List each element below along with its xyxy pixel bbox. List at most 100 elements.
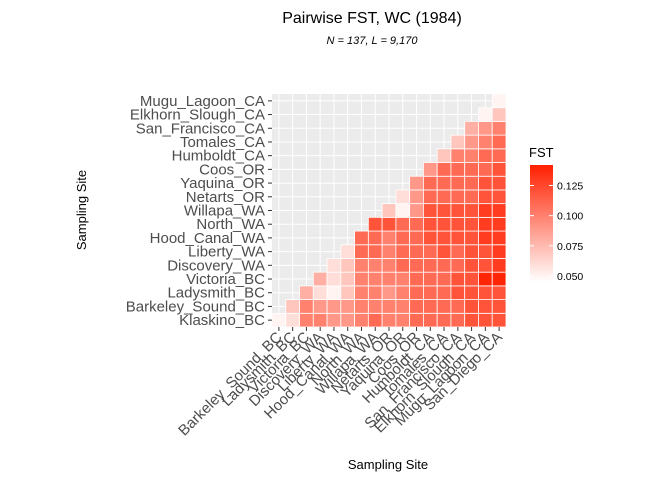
heatmap-cell [326, 285, 342, 300]
heatmap-cell [354, 258, 369, 273]
heatmap-cell [381, 258, 397, 273]
heatmap-cell [450, 285, 466, 300]
heatmap-cell [464, 134, 479, 150]
heatmap-cell [491, 299, 507, 314]
heatmap-cell [464, 216, 479, 232]
heatmap-cell [285, 312, 300, 328]
y-tick-label: Mugu_Lagoon_CA [140, 93, 265, 110]
heatmap-cell [340, 258, 355, 273]
heatmap-cell [340, 299, 355, 314]
heatmap-cell [423, 271, 438, 287]
heatmap-cell [312, 285, 328, 300]
heatmap-cell [271, 312, 287, 328]
heatmap-cell [423, 312, 438, 328]
heatmap-cell [423, 203, 438, 218]
heatmap-cell [367, 258, 383, 273]
heatmap-cell [423, 258, 438, 273]
heatmap-cell [436, 299, 452, 314]
heatmap-cell [464, 189, 479, 205]
heatmap-cell [409, 216, 424, 232]
heatmap-cell [326, 271, 342, 287]
y-tick-label: Coos_OR [199, 161, 265, 178]
heatmap-cell [464, 162, 479, 177]
y-tick-label: Victoria_BC [186, 271, 265, 288]
heatmap-cell [395, 312, 411, 328]
heatmap-cell [409, 285, 424, 300]
heatmap-cell [450, 148, 466, 163]
fst-legend: FST 0.125 0.100 0.075 0.050 [529, 145, 583, 283]
heatmap-cell [436, 175, 452, 191]
heatmap-cell [367, 244, 383, 259]
heatmap-cell [436, 189, 452, 205]
heatmap-cell [450, 299, 466, 314]
heatmap-cell [409, 312, 424, 328]
heatmap-cell [285, 299, 300, 314]
heatmap-cell [436, 258, 452, 273]
heatmap-cell [409, 244, 424, 259]
heatmap-cell [409, 230, 424, 246]
heatmap-cell [299, 312, 314, 328]
y-tick-label: North_WA [196, 216, 265, 233]
heatmap-cell [478, 285, 493, 300]
heatmap-cell [299, 285, 314, 300]
y-tick-label: San_Francisco_CA [136, 120, 265, 137]
heatmap-cell [464, 285, 479, 300]
heatmap-cell [450, 162, 466, 177]
heatmap-cell [354, 299, 369, 314]
legend-ticks: 0.125 0.100 0.075 0.050 [530, 181, 583, 283]
y-tick-label: Tomales_CA [180, 134, 265, 151]
heatmap-cell [326, 312, 342, 328]
heatmap-cell [395, 203, 411, 218]
heatmap-cell [478, 258, 493, 273]
heatmap-cell [395, 244, 411, 259]
heatmap-cell [464, 203, 479, 218]
heatmap-cell [478, 148, 493, 163]
heatmap-cell [464, 312, 479, 328]
y-tick-label: Ladysmith_BC [167, 285, 265, 302]
legend-tick-label: 0.075 [557, 241, 583, 253]
heatmap-cell [478, 244, 493, 259]
heatmap-cell [395, 271, 411, 287]
heatmap-cell [436, 216, 452, 232]
heatmap-cell [409, 271, 424, 287]
legend-tick-label: 0.125 [557, 181, 583, 193]
heatmap-cell [450, 230, 466, 246]
y-tick-label: Willapa_WA [184, 203, 265, 220]
heatmap-cell [381, 216, 397, 232]
heatmap-cell [423, 189, 438, 205]
heatmap-cell [312, 312, 328, 328]
heatmap-cell [409, 203, 424, 218]
heatmap-cell [491, 189, 507, 205]
x-axis: Barkeley_Sound_BCLadysmith_BCVictoria_BC… [175, 327, 506, 439]
heatmap-cell [464, 258, 479, 273]
heatmap-cell [436, 312, 452, 328]
heatmap-cell [478, 203, 493, 218]
heatmap-cell [354, 312, 369, 328]
x-axis-label: Sampling Site [348, 457, 428, 472]
heatmap-cell [409, 189, 424, 205]
heatmap-cell [381, 312, 397, 328]
heatmap-cell [340, 285, 355, 300]
heatmap-cell [395, 299, 411, 314]
heatmap-cell [491, 134, 507, 150]
y-tick-label: Liberty_WA [188, 244, 265, 261]
heatmap-cell [464, 299, 479, 314]
heatmap-cell [395, 230, 411, 246]
heatmap-cell [423, 216, 438, 232]
legend-colorbar [530, 165, 553, 282]
heatmap-cell [367, 285, 383, 300]
heatmap-cell [491, 258, 507, 273]
heatmap-cell [423, 244, 438, 259]
heatmap-cell [354, 230, 369, 246]
heatmap-cell [436, 271, 452, 287]
y-tick-label: Netarts_OR [186, 189, 265, 206]
heatmap-cell [395, 216, 411, 232]
heatmap-cell [491, 93, 507, 109]
heatmap-cell [450, 244, 466, 259]
y-tick-label: Hood_Canal_WA [150, 230, 265, 247]
heatmap-cell [423, 162, 438, 177]
heatmap-cell [381, 203, 397, 218]
heatmap-cell [478, 121, 493, 136]
heatmap-cell [381, 271, 397, 287]
